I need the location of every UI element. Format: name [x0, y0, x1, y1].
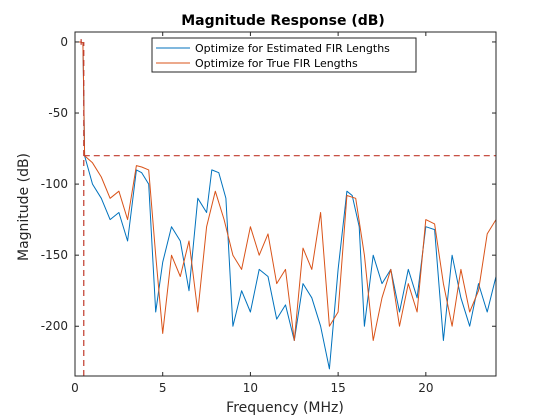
legend-entry-0: Optimize for Estimated FIR Lengths [195, 42, 390, 55]
legend: Optimize for Estimated FIR Lengths Optimi… [151, 37, 417, 73]
y-axis-label: Magnitude (dB) [16, 153, 32, 261]
plot-area [75, 32, 496, 376]
plot-background [75, 32, 496, 376]
series-layer [75, 41, 496, 370]
annotation-layer [80, 39, 496, 376]
y-tick-label: -150 [41, 248, 68, 262]
x-tick-label: 15 [330, 381, 345, 395]
x-tick-label: 0 [71, 381, 79, 395]
y-tick-label: -50 [48, 106, 68, 120]
x-tick-label: 10 [243, 381, 258, 395]
legend-entry-1: Optimize for True FIR Lengths [195, 57, 358, 70]
x-tick-label: 20 [418, 381, 433, 395]
y-tick-label: -200 [41, 319, 68, 333]
x-ticks: 0 5 10 15 20 [71, 32, 433, 395]
y-tick-label: -100 [41, 177, 68, 191]
y-ticks: 0 -50 -100 -150 -200 [41, 35, 496, 333]
series-line-1 [75, 41, 496, 341]
y-tick-label: 0 [60, 35, 68, 49]
x-tick-label: 5 [159, 381, 167, 395]
x-axis-label: Frequency (MHz) [226, 400, 344, 416]
chart-title: Magnitude Response (dB) [181, 13, 385, 29]
series-line-0 [75, 41, 496, 370]
axes-box [74, 31, 497, 377]
legend-box [151, 37, 417, 73]
